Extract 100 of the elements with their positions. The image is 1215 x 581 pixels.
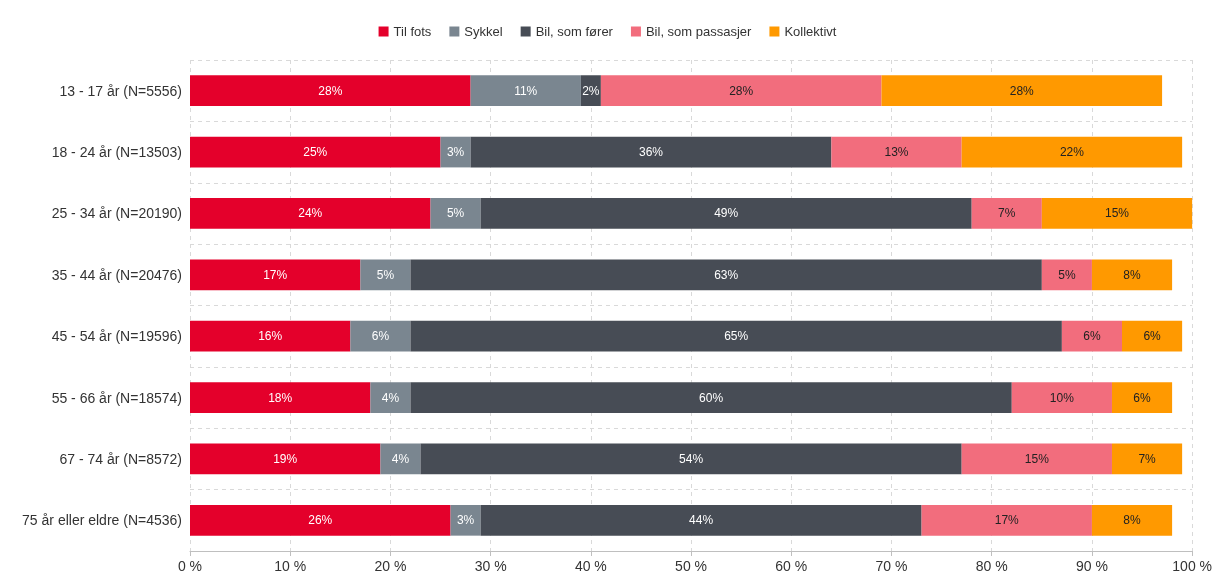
y-tick-label: 55 - 66 år (N=18574) bbox=[51, 389, 182, 406]
data-label: 26% bbox=[308, 513, 333, 528]
bar bbox=[1061, 320, 1122, 352]
data-label: 19% bbox=[273, 451, 298, 466]
x-tick-label: 80 % bbox=[975, 558, 1008, 574]
data-label: 6% bbox=[371, 329, 390, 344]
x-tick-label: 30 % bbox=[474, 558, 507, 574]
x-tick-label: 90 % bbox=[1075, 558, 1108, 574]
bar bbox=[480, 504, 922, 536]
y-tick-label: 13 - 17 år (N=5556) bbox=[59, 82, 182, 99]
data-label: 15% bbox=[1024, 451, 1050, 466]
data-label: 10% bbox=[1049, 390, 1075, 405]
data-label: 36% bbox=[638, 145, 664, 160]
x-tick-label: 50 % bbox=[675, 558, 708, 574]
data-label: 6% bbox=[1083, 329, 1101, 344]
data-label: 15% bbox=[1104, 206, 1130, 221]
data-label: 28% bbox=[318, 83, 343, 98]
data-label: 44% bbox=[689, 513, 714, 528]
bar bbox=[1122, 320, 1183, 352]
bar bbox=[190, 443, 381, 475]
bar bbox=[470, 75, 581, 107]
data-label: 8% bbox=[1123, 513, 1142, 528]
data-label: 13% bbox=[884, 145, 909, 160]
x-tick-label: 0 % bbox=[177, 558, 203, 574]
bar bbox=[881, 75, 1163, 107]
data-label: 60% bbox=[699, 390, 724, 405]
bar bbox=[1041, 259, 1092, 291]
data-label: 4% bbox=[391, 451, 410, 466]
bar bbox=[380, 443, 421, 475]
bar bbox=[1041, 198, 1193, 229]
data-label: 7% bbox=[1138, 451, 1157, 466]
bar bbox=[430, 198, 481, 229]
data-label: 6% bbox=[1133, 390, 1152, 405]
bar bbox=[921, 504, 1092, 536]
data-label: 2% bbox=[582, 83, 600, 98]
data-label: 16% bbox=[258, 329, 283, 344]
y-tick-label: 35 - 44 år (N=20476) bbox=[51, 266, 182, 283]
x-tick-label: 40 % bbox=[574, 558, 607, 574]
data-label: 28% bbox=[729, 83, 754, 98]
bar bbox=[1091, 504, 1173, 536]
data-label: 28% bbox=[1009, 83, 1035, 98]
data-label: 17% bbox=[263, 267, 288, 282]
legend-label: Sykkel bbox=[464, 24, 503, 39]
bar bbox=[350, 320, 411, 352]
bar bbox=[1011, 382, 1112, 413]
bar bbox=[410, 259, 1042, 291]
data-label: 4% bbox=[381, 390, 400, 405]
data-label: 22% bbox=[1059, 145, 1085, 160]
data-label: 3% bbox=[446, 145, 465, 160]
bar bbox=[831, 136, 962, 168]
bar bbox=[190, 504, 451, 536]
legend-label: Til fots bbox=[393, 24, 432, 39]
legend-label: Bil, som fører bbox=[535, 24, 614, 39]
bar bbox=[1091, 259, 1173, 291]
legend-label: Bil, som passasjer bbox=[645, 24, 753, 39]
data-label: 11% bbox=[514, 83, 538, 98]
data-label: 6% bbox=[1143, 329, 1162, 344]
x-tick-label: 60 % bbox=[775, 558, 808, 574]
bar bbox=[370, 382, 411, 413]
data-label: 5% bbox=[1058, 267, 1076, 282]
bar bbox=[190, 320, 351, 352]
y-tick-label: 67 - 74 år (N=8572) bbox=[59, 450, 182, 467]
bar bbox=[420, 443, 962, 475]
bar bbox=[470, 136, 832, 168]
bar bbox=[190, 198, 431, 229]
data-label: 3% bbox=[456, 513, 475, 528]
data-label: 49% bbox=[714, 206, 739, 221]
data-label: 5% bbox=[446, 206, 465, 221]
bar bbox=[480, 198, 972, 229]
bar bbox=[600, 75, 882, 107]
bar bbox=[961, 443, 1112, 475]
data-label: 8% bbox=[1123, 267, 1142, 282]
x-tick-label: 70 % bbox=[875, 558, 908, 574]
data-label: 54% bbox=[679, 451, 704, 466]
data-label: 5% bbox=[376, 267, 395, 282]
legend-label: Kollektivt bbox=[784, 24, 837, 39]
bar bbox=[190, 75, 471, 107]
data-label: 17% bbox=[994, 513, 1020, 528]
x-tick-label: 10 % bbox=[274, 558, 307, 574]
data-label: 18% bbox=[268, 390, 293, 405]
y-tick-label: 25 - 34 år (N=20190) bbox=[51, 205, 182, 222]
data-label: 63% bbox=[714, 267, 739, 282]
data-label: 65% bbox=[724, 329, 749, 344]
x-tick-label: 20 % bbox=[374, 558, 407, 574]
bar bbox=[1111, 443, 1183, 475]
y-tick-label: 18 - 24 år (N=13503) bbox=[51, 144, 182, 161]
data-label: 25% bbox=[303, 145, 328, 160]
x-tick-label: 100 % bbox=[1172, 558, 1212, 574]
y-tick-label: 45 - 54 år (N=19596) bbox=[51, 328, 182, 345]
bar bbox=[190, 136, 441, 168]
bar bbox=[961, 136, 1183, 168]
y-tick-label: 75 år eller eldre (N=4536) bbox=[22, 512, 182, 529]
bar bbox=[410, 320, 1062, 352]
bar bbox=[971, 198, 1042, 229]
bar bbox=[360, 259, 411, 291]
bar bbox=[410, 382, 1012, 413]
bar bbox=[190, 259, 361, 291]
data-label: 24% bbox=[298, 206, 323, 221]
bar bbox=[190, 382, 371, 413]
data-label: 7% bbox=[998, 206, 1016, 221]
